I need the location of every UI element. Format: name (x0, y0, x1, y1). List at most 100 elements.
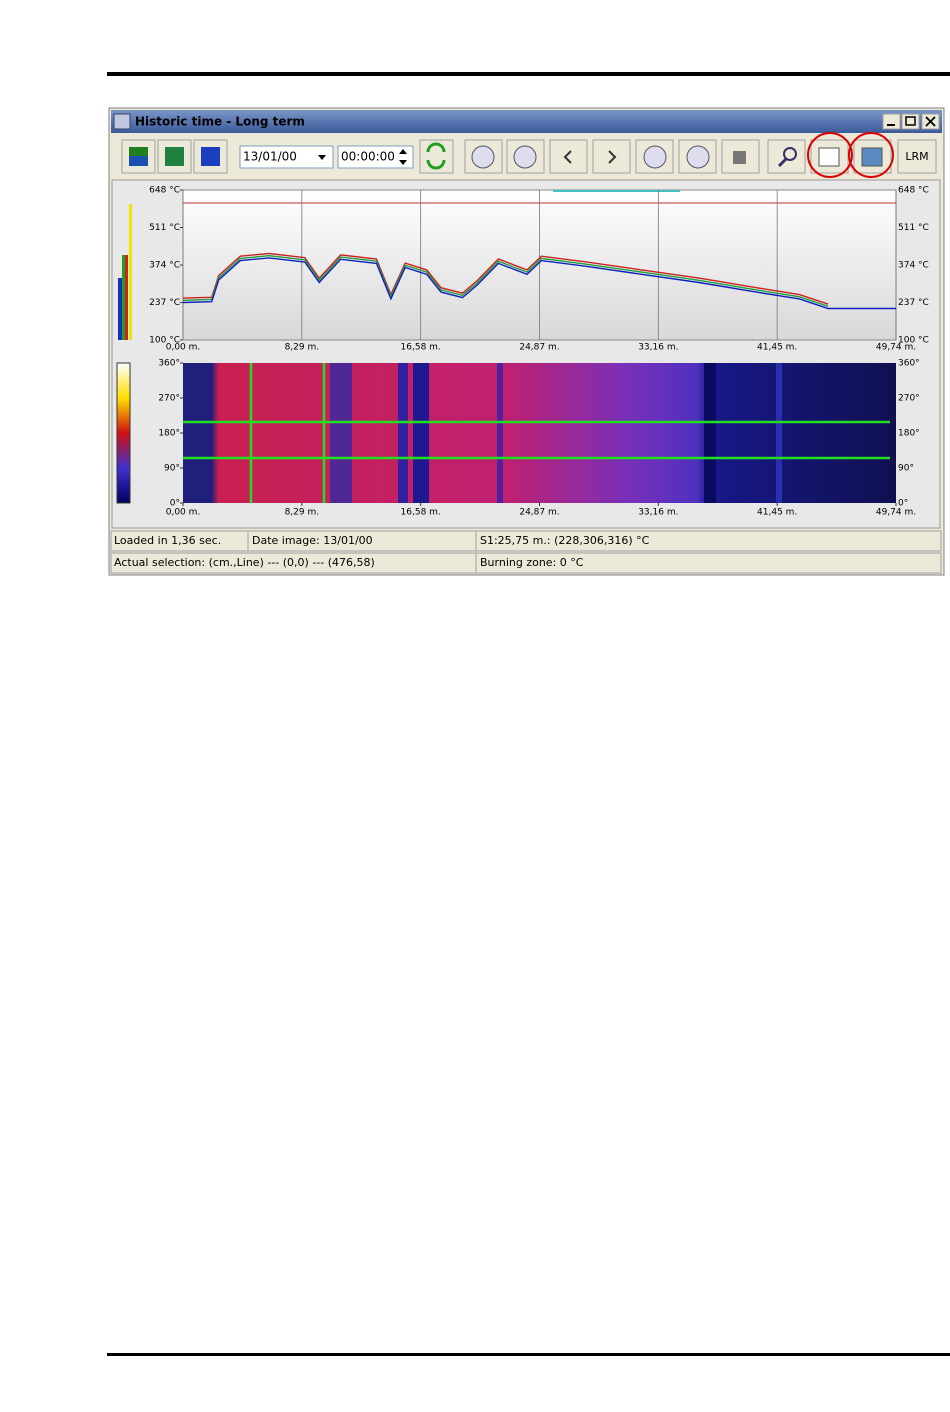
minimize-button[interactable] (882, 113, 901, 130)
y-tick-label: 270° (158, 394, 180, 404)
stripe (704, 363, 716, 503)
x-tick-label: 0,00 m. (166, 343, 201, 353)
back-button[interactable] (549, 139, 588, 174)
button-icon (686, 145, 710, 169)
zoom-icon (777, 157, 788, 168)
footer-rule (107, 1353, 950, 1356)
time-picker[interactable] (337, 145, 414, 169)
view-icon (201, 147, 220, 166)
stripe (398, 363, 408, 503)
lrm-button[interactable] (897, 139, 937, 174)
x-tick-label: 24,87 m. (519, 508, 559, 518)
forward-button[interactable] (592, 139, 631, 174)
y-tick-label: 90° (164, 464, 180, 474)
data-line (182, 257, 896, 310)
close-glyph (925, 116, 936, 127)
title-bar (111, 110, 942, 133)
button-icon (563, 150, 572, 164)
y-tick-label: 0° (170, 499, 180, 509)
x-tick-label: 41,45 m. (757, 508, 797, 518)
level-bar (129, 204, 132, 340)
y2-tick-label: 360° (898, 359, 920, 369)
y2-tick-label: 100 °C (898, 336, 929, 346)
y-tick-label: 648 °C (149, 186, 180, 196)
status-date: Date image: 13/01/00 (252, 534, 373, 547)
data-line (182, 252, 829, 305)
status-cell (475, 552, 942, 574)
heatmap (183, 363, 896, 503)
export-icon (818, 147, 840, 167)
y-tick-label: 180° (158, 429, 180, 439)
x-tick-label: 16,58 m. (401, 343, 441, 353)
y-tick-label: 100 °C (149, 336, 180, 346)
navigation-buttons: LRM (464, 139, 937, 174)
header-rule (107, 72, 950, 76)
status-loaded: Loaded in 1,36 sec. (114, 534, 221, 547)
status-selection: Actual selection: (cm.,Line) --- (0,0) -… (114, 556, 375, 569)
y2-tick-label: 511 °C (898, 223, 929, 233)
window-controls[interactable] (882, 113, 940, 130)
x-tick-label: 0,00 m. (166, 508, 201, 518)
x-tick-label: 49,74 m. (876, 343, 916, 353)
maximize-glyph (905, 116, 916, 126)
x-tick-label: 33,16 m. (638, 508, 678, 518)
app-icon (113, 113, 131, 130)
data-line (182, 254, 829, 307)
x-tick-label: 24,87 m. (519, 343, 559, 353)
status-cell (475, 530, 942, 552)
button-icon (643, 145, 667, 169)
level-bar (122, 255, 125, 340)
status-burning-zone: Burning zone: 0 °C (480, 556, 584, 569)
stripe (497, 363, 503, 503)
export-icon (861, 147, 883, 167)
toolbar: 13/01/00 00:00:00 (121, 132, 937, 178)
y2-tick-label: 0° (898, 499, 908, 509)
lrm-label: LRM (905, 150, 928, 163)
view-icon (165, 147, 184, 166)
x-tick-label: 33,16 m. (638, 343, 678, 353)
x-tick-label: 8,29 m. (285, 343, 320, 353)
y-tick-label: 374 °C (149, 261, 180, 271)
y-tick-label: 360° (158, 359, 180, 369)
y2-tick-label: 374 °C (898, 261, 929, 271)
view-icon-top (129, 147, 148, 156)
y2-tick-label: 237 °C (898, 298, 929, 308)
selection-lines (183, 363, 890, 503)
x-tick-label: 41,45 m. (757, 343, 797, 353)
x-tick-label: 49,74 m. (876, 508, 916, 518)
heatmap-stripes (330, 363, 782, 503)
y-tick-label: 237 °C (149, 298, 180, 308)
y2-tick-label: 180° (898, 429, 920, 439)
y2-tick-label: 648 °C (898, 186, 929, 196)
stripe (776, 363, 782, 503)
level-bar (125, 255, 128, 340)
dropdown-arrow (318, 155, 326, 160)
status-s1: S1:25,75 m.: (228,306,316) °C (480, 534, 650, 547)
window-title: Historic time - Long term (135, 115, 305, 129)
highlight-circle (848, 132, 894, 178)
highlight-circle (807, 132, 853, 178)
button-icon (608, 150, 617, 164)
stripe (330, 363, 352, 503)
status-bar: Loaded in 1,36 sec. Date image: 13/01/00… (110, 530, 942, 574)
x-tick-label: 16,58 m. (401, 508, 441, 518)
spin-arrows (399, 149, 407, 165)
zoom-button[interactable] (767, 139, 806, 174)
stripe (413, 363, 429, 503)
refresh-icon (426, 142, 446, 170)
date-picker[interactable] (239, 145, 334, 169)
color-scale (116, 362, 131, 504)
time-value: 00:00:00 (341, 150, 395, 164)
x-tick-label: 8,29 m. (285, 508, 320, 518)
date-value: 13/01/00 (243, 150, 297, 164)
y2-tick-label: 270° (898, 394, 920, 404)
button-icon (513, 145, 537, 169)
y2-tick-label: 90° (898, 464, 914, 474)
button-icon (471, 145, 495, 169)
stop-icon (733, 151, 746, 164)
y-tick-label: 511 °C (149, 223, 180, 233)
level-bar (118, 278, 122, 340)
zoom-icon (783, 147, 797, 161)
